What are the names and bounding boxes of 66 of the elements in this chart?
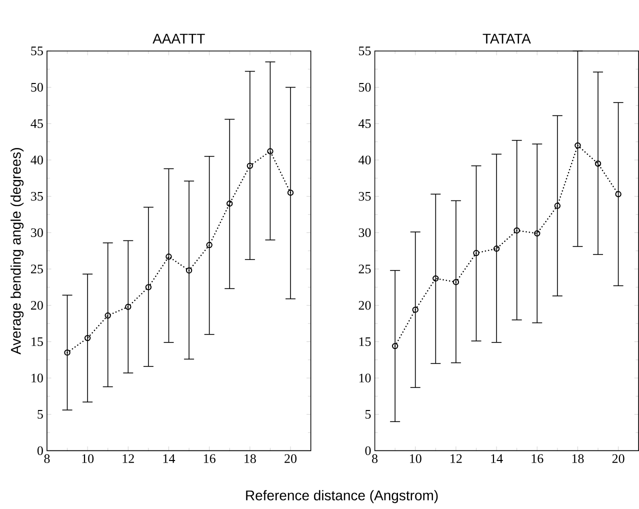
y-tick-label: 45 <box>30 119 43 128</box>
y-tick-label: 20 <box>358 301 371 310</box>
point <box>84 335 91 342</box>
point <box>206 242 212 248</box>
y-tick-label: 30 <box>31 228 43 238</box>
point <box>145 284 152 290</box>
x-tick-label: 20 <box>612 454 624 464</box>
point <box>166 254 172 260</box>
x-tick-label: 14 <box>491 454 503 463</box>
point <box>574 142 581 149</box>
x-tick-label: 18 <box>572 454 584 464</box>
y-tick-label: 15 <box>359 337 371 346</box>
y-tick-label: 55 <box>31 46 43 56</box>
point <box>226 200 233 207</box>
point <box>594 160 602 167</box>
y-tick-label: 15 <box>32 337 43 346</box>
point <box>534 230 540 237</box>
point <box>493 246 500 252</box>
point <box>514 228 520 234</box>
chart-title: AAATTT <box>152 34 205 44</box>
point <box>186 268 192 274</box>
y-tick-label: 5 <box>365 410 371 419</box>
point <box>452 279 460 286</box>
y-tick-label: 25 <box>358 264 371 274</box>
y-tick-label: 50 <box>31 83 43 92</box>
point <box>412 306 418 313</box>
x-tick-label: 14 <box>163 454 176 463</box>
point <box>287 190 294 196</box>
x-tick-label: 20 <box>284 454 297 464</box>
y-tick-label: 5 <box>38 410 43 419</box>
point <box>64 350 70 356</box>
x-tick-label: 18 <box>244 454 256 464</box>
point <box>246 162 254 170</box>
point <box>615 191 622 198</box>
x-tick-label: 8 <box>372 454 378 464</box>
point <box>432 276 439 282</box>
point <box>125 304 132 310</box>
point <box>267 148 274 155</box>
y-tick-label: 35 <box>31 192 43 201</box>
x-tick-label: 16 <box>532 454 544 464</box>
x-tick-label: 12 <box>450 454 462 463</box>
y-tick-label: 10 <box>32 374 43 383</box>
point <box>104 312 111 319</box>
y-tick-label: 45 <box>358 119 371 128</box>
chart-title: TATATA <box>482 34 531 44</box>
x-tick-label: 12 <box>122 454 134 463</box>
y-axis-title: Average bending angle (degrees) <box>10 148 24 355</box>
y-tick-label: 0 <box>37 446 43 456</box>
y-tick-label: 55 <box>359 46 371 56</box>
point <box>554 202 561 210</box>
x-axis-title: Reference distance (Angstrom) <box>246 490 438 504</box>
x-tick-label: 16 <box>204 454 216 464</box>
y-tick-label: 25 <box>31 264 43 274</box>
y-tick-label: 50 <box>359 83 371 92</box>
y-tick-label: 40 <box>30 156 43 165</box>
x-tick-label: 8 <box>44 454 50 464</box>
y-tick-label: 10 <box>359 374 371 383</box>
y-tick-label: 30 <box>358 228 371 238</box>
point <box>473 250 480 256</box>
y-tick-label: 35 <box>358 192 371 201</box>
point <box>392 343 398 350</box>
x-tick-label: 10 <box>82 454 94 464</box>
y-tick-label: 20 <box>31 301 43 310</box>
x-tick-label: 10 <box>410 454 422 464</box>
y-tick-label: 40 <box>358 156 371 165</box>
y-tick-label: 0 <box>365 446 371 456</box>
